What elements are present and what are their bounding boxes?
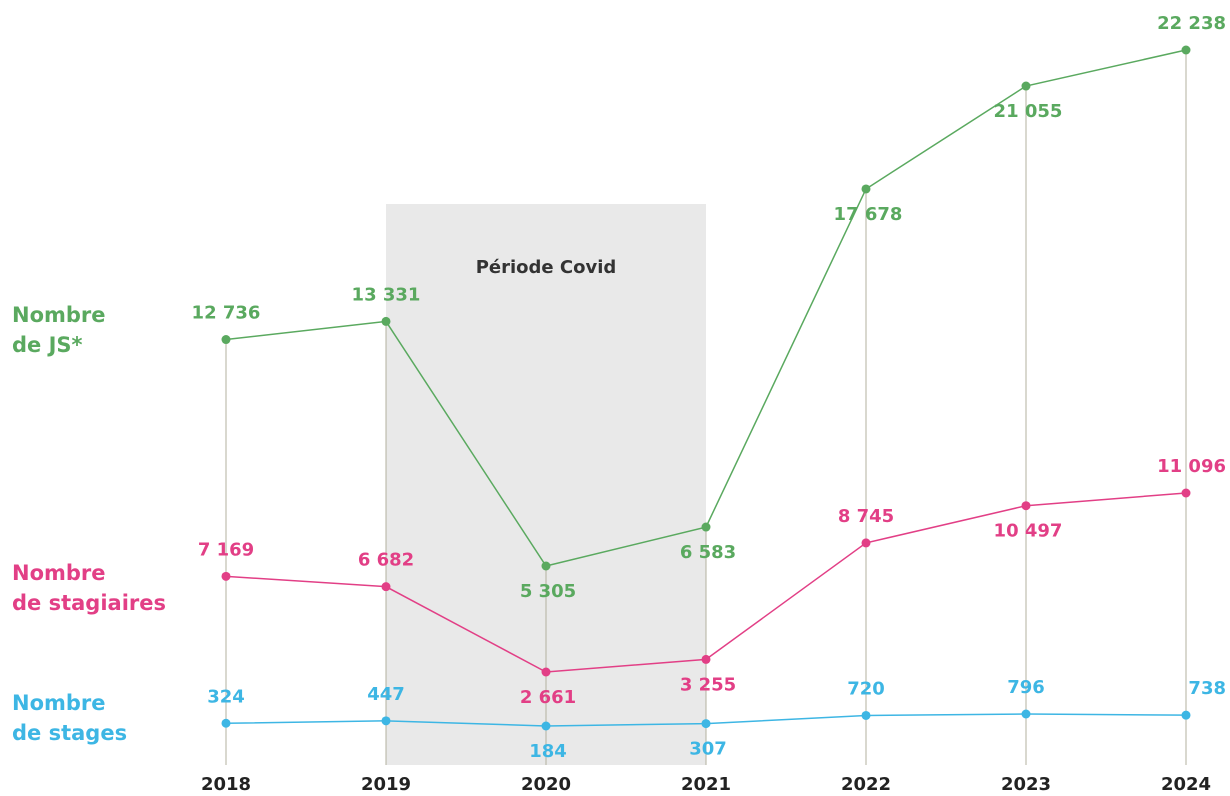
value-label: 307 <box>689 739 727 760</box>
x-tick-label: 2021 <box>681 774 731 795</box>
point <box>381 582 391 592</box>
point <box>221 335 231 345</box>
x-tick-label: 2018 <box>201 774 251 795</box>
value-label: 21 055 <box>994 101 1063 122</box>
value-label: 3 255 <box>680 674 736 695</box>
value-label: 10 497 <box>994 521 1063 542</box>
point <box>1181 488 1191 498</box>
point <box>541 667 551 677</box>
value-label: 22 238 <box>1157 13 1226 34</box>
value-label: 6 583 <box>680 542 736 563</box>
value-label: 324 <box>207 686 245 707</box>
point <box>701 719 711 729</box>
point <box>1181 710 1191 720</box>
series-name: Nombre de stages <box>12 691 128 745</box>
value-label: 17 678 <box>834 204 903 225</box>
value-label: 184 <box>529 741 567 762</box>
value-label: 720 <box>847 678 885 699</box>
annotation: Période Covid <box>476 257 617 278</box>
value-label: 6 682 <box>358 550 414 571</box>
x-tick-label: 2022 <box>841 774 891 795</box>
value-label: 5 305 <box>520 581 576 602</box>
point <box>1021 81 1031 91</box>
point <box>541 561 551 571</box>
value-label: 12 736 <box>192 303 261 324</box>
value-label: 738 <box>1188 678 1226 699</box>
value-label: 2 661 <box>520 687 576 708</box>
value-label: 447 <box>367 684 405 705</box>
x-tick-label: 2024 <box>1161 774 1211 795</box>
point <box>541 721 551 731</box>
point <box>221 718 231 728</box>
point <box>701 654 711 664</box>
point <box>221 571 231 581</box>
x-tick-label: 2023 <box>1001 774 1051 795</box>
value-label: 8 745 <box>838 506 894 527</box>
value-label: 11 096 <box>1157 456 1226 477</box>
point <box>381 716 391 726</box>
point <box>861 184 871 194</box>
point <box>1021 709 1031 719</box>
point <box>861 710 871 720</box>
point <box>701 522 711 532</box>
point <box>1021 501 1031 511</box>
value-label: 796 <box>1007 677 1045 698</box>
point <box>861 538 871 548</box>
series-name: Nombre de JS* <box>12 303 106 357</box>
x-tick-label: 2019 <box>361 774 411 795</box>
value-label: 13 331 <box>352 284 421 305</box>
value-label: 7 169 <box>198 539 254 560</box>
point <box>381 316 391 326</box>
series-name: Nombre de stagiaires <box>12 561 166 615</box>
point <box>1181 45 1191 55</box>
x-tick-label: 2020 <box>521 774 571 795</box>
